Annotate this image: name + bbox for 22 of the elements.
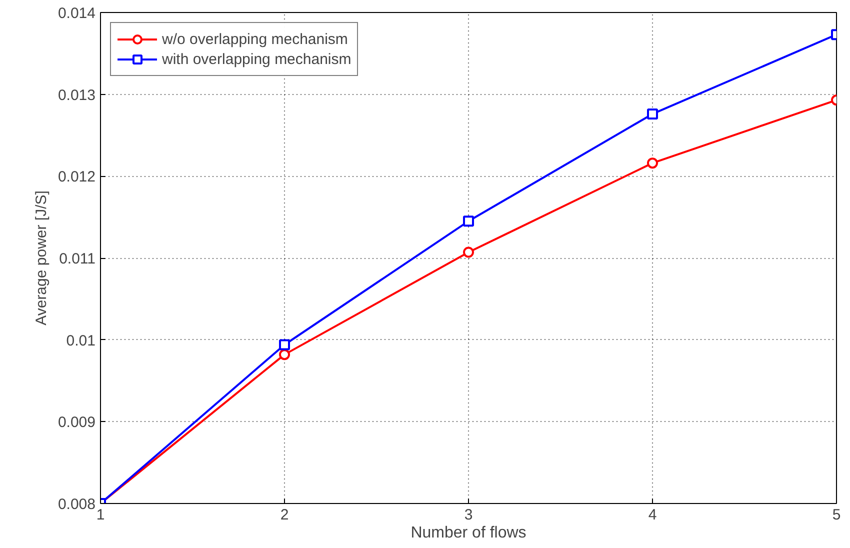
point bbox=[463, 216, 474, 227]
point bbox=[279, 349, 290, 360]
x-tick-label: 5 bbox=[832, 506, 841, 524]
x-tick-label: 2 bbox=[280, 506, 289, 524]
point bbox=[279, 339, 290, 350]
y-tick-label: 0.01 bbox=[66, 332, 96, 350]
y-tick-label: 0.013 bbox=[58, 86, 96, 104]
x-tick-label: 4 bbox=[648, 506, 657, 524]
x-axis-title: Number of flows bbox=[410, 524, 526, 542]
y-tick-label: 0.011 bbox=[59, 250, 96, 268]
x-tick-label: 3 bbox=[464, 506, 473, 524]
x-tick-label: 1 bbox=[96, 506, 105, 524]
y-tick-label: 0.008 bbox=[58, 496, 96, 513]
point bbox=[647, 158, 658, 169]
y-tick-label: 0.014 bbox=[58, 5, 96, 22]
legend-label: with overlapping mechanism bbox=[162, 50, 352, 68]
y-tick-label: 0.012 bbox=[58, 168, 96, 186]
y-axis-title: Average power [J/S] bbox=[32, 190, 50, 326]
point bbox=[647, 108, 658, 120]
legend-label: w/o overlapping mechanism bbox=[162, 30, 348, 48]
y-tick-label: 0.009 bbox=[58, 414, 96, 432]
point bbox=[463, 246, 474, 258]
